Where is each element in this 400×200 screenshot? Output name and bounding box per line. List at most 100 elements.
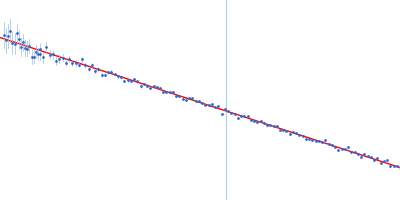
- Point: [66, 57, 72, 60]
- Point: [235, 116, 241, 119]
- Point: [283, 130, 290, 133]
- Point: [89, 64, 95, 67]
- Point: [176, 95, 183, 98]
- Point: [332, 145, 338, 148]
- Point: [342, 148, 348, 151]
- Point: [329, 143, 335, 147]
- Point: [11, 42, 18, 45]
- Point: [72, 61, 79, 65]
- Point: [257, 119, 264, 122]
- Point: [40, 56, 46, 59]
- Point: [335, 149, 342, 152]
- Point: [267, 123, 274, 126]
- Point: [326, 142, 332, 146]
- Point: [244, 114, 251, 117]
- Point: [300, 135, 306, 138]
- Point: [290, 131, 296, 134]
- Point: [212, 106, 218, 109]
- Point: [355, 152, 361, 155]
- Point: [322, 139, 329, 142]
- Point: [98, 73, 105, 77]
- Point: [56, 57, 63, 60]
- Point: [24, 47, 30, 50]
- Point: [309, 138, 316, 141]
- Point: [348, 150, 354, 154]
- Point: [189, 96, 196, 99]
- Point: [69, 61, 76, 64]
- Point: [147, 86, 154, 89]
- Point: [222, 108, 228, 111]
- Point: [209, 102, 215, 106]
- Point: [150, 85, 157, 88]
- Point: [144, 84, 150, 88]
- Point: [173, 94, 180, 97]
- Point: [390, 165, 397, 168]
- Point: [160, 90, 166, 94]
- Point: [76, 63, 82, 66]
- Point: [95, 67, 102, 71]
- Point: [218, 112, 225, 115]
- Point: [7, 29, 14, 32]
- Point: [28, 55, 35, 59]
- Point: [316, 140, 322, 143]
- Point: [248, 118, 254, 121]
- Point: [105, 71, 111, 74]
- Point: [199, 101, 205, 104]
- Point: [134, 80, 140, 83]
- Point: [115, 74, 121, 78]
- Point: [361, 153, 368, 156]
- Point: [186, 96, 192, 99]
- Point: [274, 124, 280, 128]
- Point: [163, 91, 170, 94]
- Point: [319, 140, 325, 143]
- Point: [364, 154, 371, 157]
- Point: [215, 104, 222, 108]
- Point: [5, 34, 12, 37]
- Point: [154, 85, 160, 88]
- Point: [14, 32, 20, 35]
- Point: [264, 123, 270, 127]
- Point: [196, 99, 202, 102]
- Point: [18, 45, 24, 49]
- Point: [277, 128, 283, 131]
- Point: [37, 48, 43, 51]
- Point: [140, 82, 147, 85]
- Point: [3, 39, 9, 42]
- Point: [387, 164, 394, 167]
- Point: [32, 50, 39, 53]
- Point: [397, 167, 400, 170]
- Point: [296, 133, 303, 136]
- Point: [380, 160, 387, 163]
- Point: [225, 110, 231, 113]
- Point: [79, 58, 85, 61]
- Point: [293, 132, 300, 135]
- Point: [63, 61, 69, 64]
- Point: [371, 159, 377, 162]
- Point: [170, 90, 176, 94]
- Point: [26, 44, 33, 47]
- Point: [358, 155, 364, 158]
- Point: [53, 59, 60, 62]
- Point: [374, 156, 380, 160]
- Point: [394, 165, 400, 168]
- Point: [60, 56, 66, 59]
- Point: [86, 67, 92, 71]
- Point: [231, 112, 238, 115]
- Point: [345, 145, 351, 149]
- Point: [157, 86, 163, 89]
- Point: [102, 73, 108, 76]
- Point: [37, 53, 43, 56]
- Point: [92, 70, 98, 73]
- Point: [131, 77, 137, 81]
- Point: [128, 79, 134, 83]
- Point: [30, 55, 37, 58]
- Point: [43, 45, 50, 48]
- Point: [137, 85, 144, 88]
- Point: [82, 64, 89, 67]
- Point: [260, 121, 267, 124]
- Point: [338, 147, 345, 150]
- Point: [368, 155, 374, 158]
- Point: [306, 137, 312, 140]
- Point: [303, 137, 309, 141]
- Point: [22, 47, 28, 50]
